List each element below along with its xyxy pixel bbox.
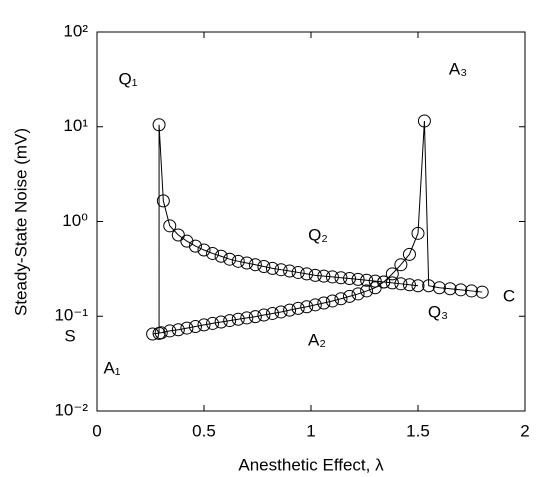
marker: [402, 278, 416, 292]
marker: [274, 305, 288, 319]
x-tick-label: 0: [92, 421, 101, 440]
marker: [231, 312, 245, 326]
marker: [385, 267, 399, 281]
y-tick-label: 10⁻¹: [54, 306, 88, 325]
marker: [206, 316, 220, 330]
marker: [385, 276, 399, 290]
y-tick-label: 10⁻²: [54, 400, 88, 419]
x-tick-label: 1: [306, 421, 315, 440]
series-line: [158, 124, 419, 334]
marker: [291, 265, 305, 279]
marker: [343, 272, 357, 286]
marker: [265, 261, 279, 275]
marker: [257, 308, 271, 322]
y-tick-label: 10¹: [63, 116, 88, 135]
annotation: Q₁: [119, 69, 138, 88]
marker: [308, 268, 322, 282]
y-tick-label: 10⁰: [62, 211, 88, 230]
marker: [417, 114, 431, 128]
annotation: Q₃: [428, 302, 448, 321]
marker: [188, 319, 202, 333]
marker: [360, 273, 374, 287]
x-axis-label: Anesthetic Effect, λ: [238, 455, 384, 474]
marker: [223, 252, 237, 266]
plot-frame: [96, 31, 526, 412]
marker: [300, 300, 314, 314]
marker: [325, 294, 339, 308]
marker: [240, 256, 254, 270]
marker: [274, 263, 288, 277]
marker: [283, 303, 297, 317]
marker: [223, 314, 237, 328]
marker: [231, 254, 245, 268]
marker: [240, 311, 254, 325]
marker: [156, 194, 170, 208]
marker: [206, 246, 220, 260]
marker: [163, 324, 177, 338]
marker: [317, 269, 331, 283]
marker: [411, 279, 425, 293]
marker: [171, 323, 185, 337]
marker: [197, 318, 211, 332]
marker: [283, 264, 297, 278]
marker: [308, 298, 322, 312]
marker: [265, 306, 279, 320]
marker: [300, 267, 314, 281]
annotation: A₃: [449, 59, 467, 78]
marker: [248, 310, 262, 324]
marker: [368, 274, 382, 288]
marker: [180, 321, 194, 335]
marker: [465, 284, 478, 298]
marker: [377, 275, 391, 289]
marker: [152, 118, 166, 132]
marker: [214, 315, 228, 329]
annotation: A₁: [103, 358, 120, 377]
marker: [402, 247, 416, 261]
marker: [325, 270, 339, 284]
marker: [351, 287, 365, 301]
annotation: Q₂: [308, 225, 328, 244]
marker: [317, 296, 331, 310]
marker: [152, 326, 166, 340]
marker: [351, 272, 365, 286]
marker: [343, 289, 357, 303]
marker: [454, 283, 468, 297]
marker: [443, 282, 457, 296]
y-tick-label: 10²: [63, 21, 88, 40]
marker: [422, 279, 436, 293]
marker: [146, 327, 160, 341]
marker: [197, 243, 211, 257]
annotation: S: [64, 326, 75, 345]
marker: [214, 249, 228, 263]
marker: [334, 292, 348, 306]
marker: [163, 219, 177, 233]
x-tick-label: 0.5: [192, 421, 216, 440]
marker: [394, 277, 408, 291]
y-axis-label: Steady-State Noise (mV): [11, 128, 30, 316]
marker: [291, 301, 305, 315]
marker: [257, 260, 271, 274]
marker: [180, 234, 194, 248]
annotation: A₂: [308, 330, 326, 349]
marker: [411, 226, 425, 240]
marker: [248, 258, 262, 272]
annotation: C: [503, 286, 515, 305]
x-tick-label: 2: [520, 421, 529, 440]
marker: [394, 258, 408, 272]
marker: [475, 285, 489, 299]
marker: [171, 228, 185, 242]
x-tick-label: 1.5: [406, 421, 430, 440]
marker: [432, 281, 446, 295]
marker: [360, 284, 374, 298]
marker: [334, 271, 348, 285]
